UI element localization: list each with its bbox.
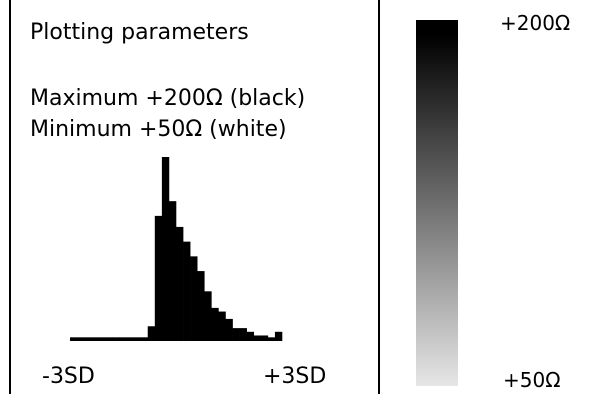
histogram-bar — [126, 337, 134, 341]
histogram-bar — [190, 256, 198, 341]
histogram-bar — [147, 326, 156, 341]
histogram-bar — [161, 157, 170, 341]
histogram-bar — [140, 337, 149, 341]
histogram-bar — [232, 328, 240, 341]
color-scale-bar — [416, 20, 458, 386]
left-panel-border — [9, 0, 11, 394]
histogram-bar — [77, 337, 85, 341]
x-axis-min-label: -3SD — [42, 364, 95, 389]
histogram-bar — [91, 337, 99, 341]
histogram-bar — [267, 337, 276, 341]
minimum-label: Minimum +50Ω (white) — [30, 117, 287, 142]
histogram-bar — [168, 201, 177, 341]
histogram-bar — [253, 335, 262, 341]
histogram-bar — [274, 331, 283, 341]
histogram-bar — [133, 337, 141, 341]
histogram-bar — [260, 335, 269, 341]
histogram-bar — [183, 241, 191, 341]
maximum-label: Maximum +200Ω (black) — [30, 86, 306, 111]
histogram-bar — [197, 271, 205, 341]
histogram-bar — [239, 328, 247, 341]
histogram-bar — [225, 318, 233, 341]
histogram-bar — [105, 337, 113, 341]
histogram-bar — [70, 337, 78, 341]
histogram-bar — [112, 337, 120, 341]
histogram-chart — [70, 157, 283, 341]
panel-title: Plotting parameters — [30, 20, 249, 45]
histogram-bar — [218, 311, 226, 341]
color-scale-max-label: +200Ω — [500, 11, 571, 35]
x-axis-max-label: +3SD — [263, 364, 327, 389]
histogram-bar — [204, 291, 212, 341]
histogram-bar — [98, 337, 106, 341]
histogram-bar — [84, 337, 92, 341]
histogram-bar — [211, 307, 219, 341]
histogram-bar — [246, 331, 255, 341]
histogram-bar — [176, 226, 184, 341]
histogram-bar — [119, 337, 127, 341]
color-scale-min-label: +50Ω — [503, 368, 561, 392]
right-panel-border — [378, 0, 380, 394]
histogram-bar — [154, 215, 163, 341]
